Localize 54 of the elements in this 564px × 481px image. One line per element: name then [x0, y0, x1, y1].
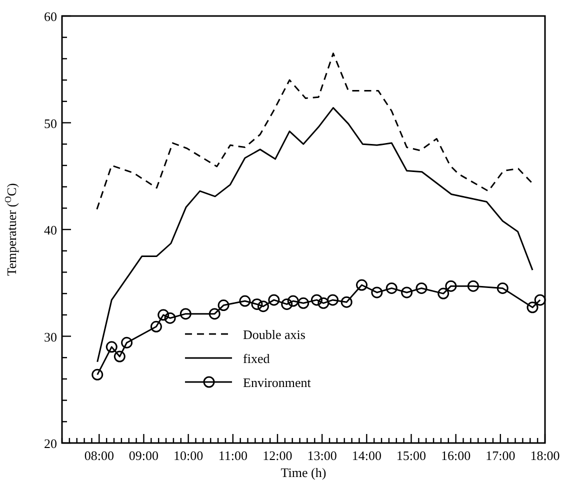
x-tick-label: 13:00 — [307, 448, 337, 463]
point — [438, 288, 450, 300]
point — [445, 280, 457, 292]
point — [257, 300, 269, 312]
point — [218, 300, 230, 312]
point — [150, 320, 162, 332]
y-tick-label: 60 — [44, 9, 57, 24]
point — [106, 341, 118, 353]
point — [239, 295, 251, 307]
x-tick-label: 16:00 — [441, 448, 471, 463]
x-axis-title: Time (h) — [280, 465, 326, 480]
point — [281, 298, 293, 310]
y-tick-label: 40 — [44, 222, 57, 238]
x-tick-label: 10:00 — [174, 448, 204, 463]
point — [114, 350, 126, 362]
point — [92, 368, 104, 380]
point — [371, 286, 383, 298]
point — [416, 282, 428, 294]
x-tick-label: 15:00 — [396, 448, 426, 463]
point — [496, 282, 508, 294]
x-tick-label: 08:00 — [84, 448, 114, 463]
point — [401, 286, 413, 298]
point — [340, 296, 352, 308]
point — [298, 297, 310, 309]
point — [310, 294, 322, 306]
point — [287, 295, 299, 307]
point — [467, 280, 479, 292]
y-tick-label: 30 — [44, 329, 57, 344]
point — [208, 308, 220, 320]
y-tick-label: 20 — [44, 436, 57, 451]
x-tick-label: 17:00 — [486, 448, 516, 463]
point — [386, 282, 398, 294]
point — [526, 302, 538, 314]
point — [356, 279, 368, 291]
y-tick-label: 50 — [44, 116, 57, 131]
x-tick-label: 14:00 — [352, 448, 382, 463]
legend-label: Double axis — [243, 327, 306, 342]
x-tick-label: 18:00 — [530, 448, 560, 463]
point — [164, 312, 176, 324]
x-tick-label: 11:00 — [218, 448, 248, 463]
point — [318, 297, 330, 309]
point — [268, 294, 280, 306]
point — [327, 294, 339, 306]
point — [251, 298, 263, 310]
x-tick-label: 09:00 — [128, 448, 159, 463]
legend-label: fixed — [243, 351, 270, 366]
point — [180, 308, 192, 320]
point — [121, 336, 133, 348]
x-tick-label: 12:00 — [262, 448, 292, 463]
legend-label: Environment — [243, 375, 312, 390]
line-series — [96, 52, 532, 210]
point — [534, 294, 546, 306]
line-series — [96, 107, 534, 363]
point — [158, 309, 170, 321]
